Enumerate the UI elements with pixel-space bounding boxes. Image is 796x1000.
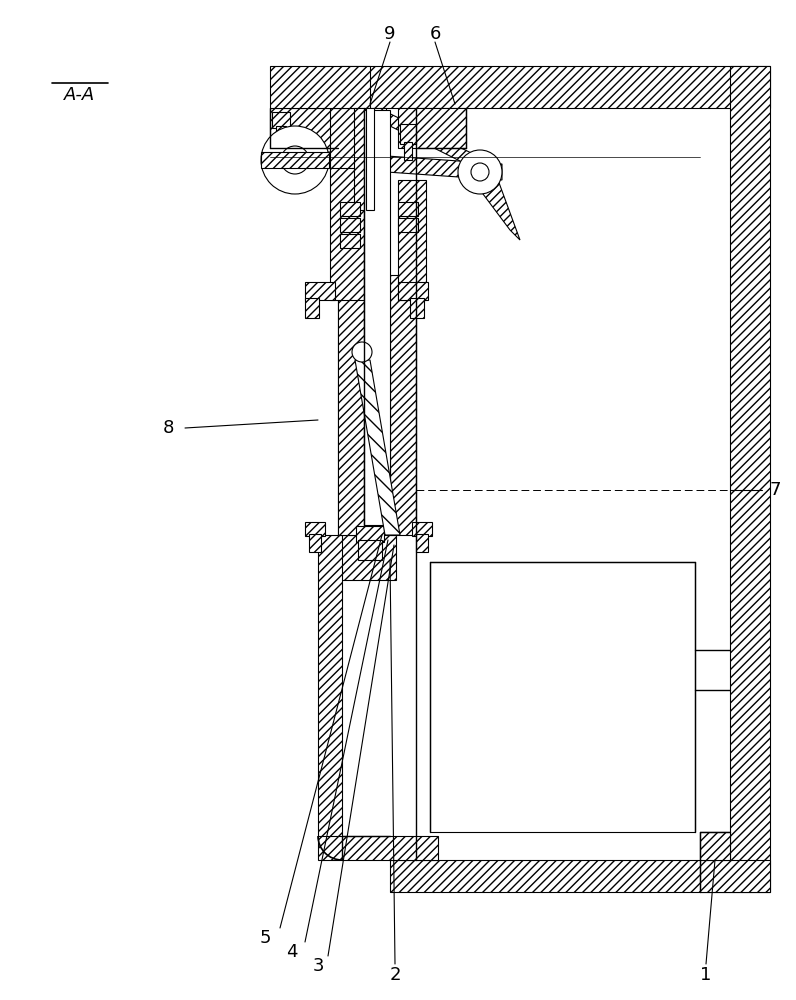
Circle shape [261,126,329,194]
Circle shape [281,146,309,174]
Bar [330,108,364,168]
Text: 6: 6 [429,25,441,43]
Bar [430,562,695,832]
Bar [356,526,384,542]
Bar [700,860,770,892]
Bar [390,860,730,892]
Text: 4: 4 [287,943,298,961]
Bar [416,534,428,552]
Bar [261,152,329,168]
Bar [270,108,340,148]
Bar [398,202,418,216]
Bar [340,66,770,108]
Bar [338,108,364,535]
Polygon shape [315,152,502,180]
Bar [374,108,386,210]
Bar [270,66,370,108]
Bar [366,108,374,210]
Text: 7: 7 [769,481,781,499]
Bar [330,108,364,300]
Bar [364,110,390,525]
Bar [398,282,428,300]
Bar [338,108,364,535]
Bar [340,218,360,232]
Text: 8: 8 [162,419,174,437]
Text: A-A: A-A [64,86,96,104]
Bar [318,836,438,860]
Circle shape [458,150,502,194]
Bar [354,108,366,210]
Bar [398,108,466,148]
Polygon shape [354,108,490,164]
Circle shape [471,163,489,181]
Bar [272,112,290,128]
Bar [398,218,418,232]
Text: 3: 3 [312,957,324,975]
Polygon shape [355,360,400,535]
Bar [700,832,730,860]
Bar [390,275,416,535]
Bar [276,126,286,144]
Bar [309,534,321,552]
Text: 9: 9 [384,25,396,43]
Bar [400,124,416,144]
Bar [730,66,770,892]
Bar [700,832,730,860]
Bar [338,535,396,580]
Bar [305,298,319,318]
Polygon shape [472,180,520,240]
Text: 5: 5 [259,929,271,947]
Bar [340,202,360,216]
Circle shape [352,342,372,362]
Bar [305,282,335,300]
Bar [358,540,382,560]
Bar [398,180,426,300]
Bar [340,234,360,248]
Bar [318,535,342,840]
Text: 2: 2 [389,966,400,984]
Bar [305,522,325,536]
Text: 1: 1 [700,966,712,984]
Bar [412,522,432,536]
Bar [404,142,412,160]
Bar [410,298,424,318]
